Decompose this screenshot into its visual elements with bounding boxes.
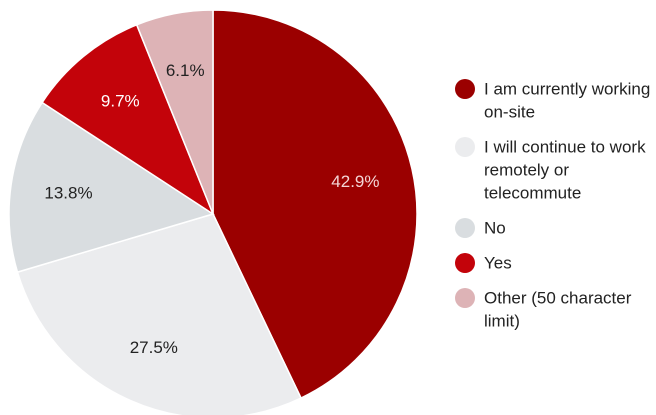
legend-label-0: I am currently working on-site <box>484 80 650 122</box>
legend-label-4: Other (50 character limit) <box>484 289 632 331</box>
slice-label-3: 9.7% <box>101 92 140 111</box>
legend-swatch-0 <box>455 79 475 99</box>
legend: I am currently working on-site I will cont… <box>455 79 650 331</box>
legend-label-2: No <box>484 219 506 238</box>
legend-swatch-2 <box>455 218 475 238</box>
legend-label-3: Yes <box>484 254 512 273</box>
pie-slice-3 <box>41 23 215 216</box>
pie-slice-0 <box>212 9 418 400</box>
pie-slice-labels: 42.9% 27.5% 13.8% 9.7% 6.1% <box>44 61 379 357</box>
slice-label-2: 13.8% <box>44 184 92 203</box>
legend-label-1: I will continue to work remotely or teleco… <box>484 138 646 203</box>
pie-slice-1 <box>16 213 303 415</box>
pie-slice-4 <box>135 9 214 215</box>
legend-swatch-1 <box>455 137 475 157</box>
pie-slice-2 <box>8 101 215 274</box>
slice-label-0: 42.9% <box>331 172 379 191</box>
slice-label-4: 6.1% <box>166 61 205 80</box>
slice-label-1: 27.5% <box>130 338 178 357</box>
pie-slices <box>8 9 418 415</box>
legend-swatch-4 <box>455 288 475 308</box>
legend-swatch-3 <box>455 253 475 273</box>
